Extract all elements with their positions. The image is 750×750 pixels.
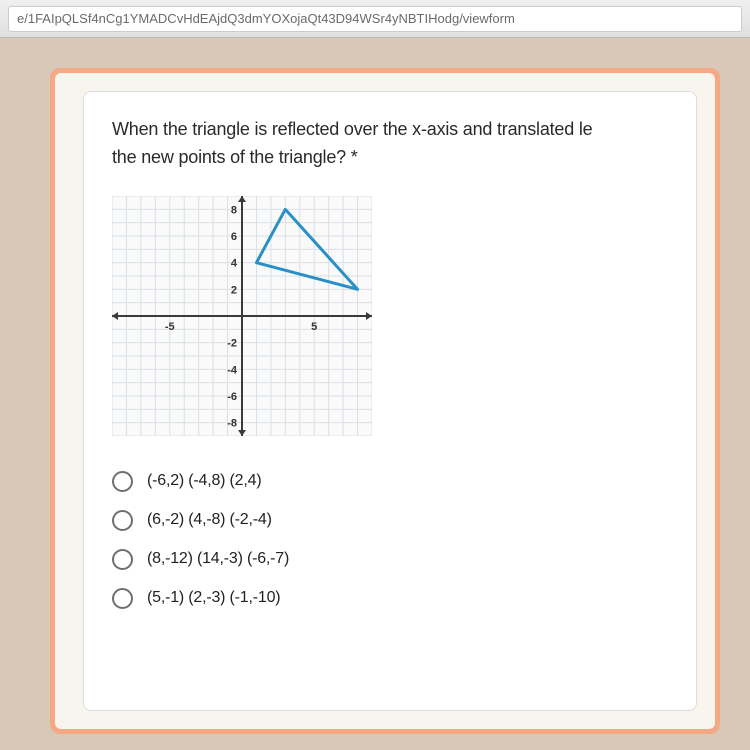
svg-text:8: 8 [231, 204, 237, 216]
url-text: e/1FAIpQLSf4nCg1YMADCvHdEAjdQ3dmYOXojaQt… [17, 11, 515, 26]
radio-icon [112, 471, 133, 492]
options-list: (-6,2) (-4,8) (2,4) (6,-2) (4,-8) (-2,-4… [112, 471, 668, 609]
svg-text:5: 5 [311, 321, 317, 333]
option-row-3[interactable]: (5,-1) (2,-3) (-1,-10) [112, 588, 668, 609]
option-row-2[interactable]: (8,-12) (14,-3) (-6,-7) [112, 549, 668, 570]
radio-icon [112, 510, 133, 531]
svg-text:-4: -4 [227, 364, 238, 376]
svg-text:-8: -8 [227, 417, 237, 429]
option-row-1[interactable]: (6,-2) (4,-8) (-2,-4) [112, 510, 668, 531]
svg-text:2: 2 [231, 284, 237, 296]
question-line-1: When the triangle is reflected over the … [112, 119, 592, 139]
browser-address-bar: e/1FAIpQLSf4nCg1YMADCvHdEAjdQ3dmYOXojaQt… [0, 0, 750, 38]
url-input[interactable]: e/1FAIpQLSf4nCg1YMADCvHdEAjdQ3dmYOXojaQt… [8, 6, 742, 32]
svg-text:4: 4 [231, 257, 238, 269]
radio-icon [112, 588, 133, 609]
option-row-0[interactable]: (-6,2) (-4,8) (2,4) [112, 471, 668, 492]
svg-text:-5: -5 [165, 321, 175, 333]
coordinate-chart: -5 5 8 6 4 2 -2 -4 -6 -8 [112, 196, 668, 441]
option-label: (-6,2) (-4,8) (2,4) [147, 472, 261, 490]
svg-text:-2: -2 [227, 337, 237, 349]
question-text: When the triangle is reflected over the … [112, 116, 668, 172]
question-line-2: the new points of the triangle? * [112, 147, 358, 167]
svg-text:6: 6 [231, 231, 237, 243]
option-label: (8,-12) (14,-3) (-6,-7) [147, 550, 289, 568]
question-card: When the triangle is reflected over the … [83, 91, 697, 711]
svg-text:-6: -6 [227, 391, 237, 403]
form-outer-frame: When the triangle is reflected over the … [50, 68, 720, 734]
chart-svg: -5 5 8 6 4 2 -2 -4 -6 -8 [112, 196, 372, 436]
option-label: (5,-1) (2,-3) (-1,-10) [147, 589, 280, 607]
radio-icon [112, 549, 133, 570]
option-label: (6,-2) (4,-8) (-2,-4) [147, 511, 272, 529]
form-inner-bg: When the triangle is reflected over the … [55, 73, 715, 729]
